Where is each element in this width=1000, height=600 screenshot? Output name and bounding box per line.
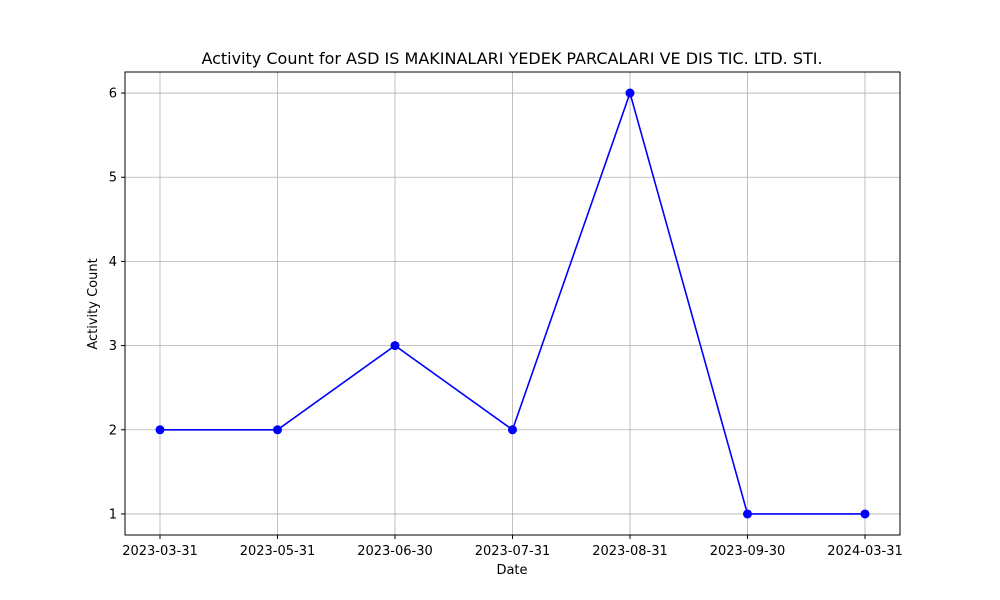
- y-axis-label: Activity Count: [86, 258, 101, 349]
- data-point: [390, 341, 400, 351]
- x-tick-label: 2023-05-31: [240, 544, 316, 559]
- grid-layer: [125, 72, 900, 535]
- series-layer: [155, 88, 870, 519]
- data-point: [625, 88, 635, 98]
- x-tick-label: 2023-03-31: [122, 544, 198, 559]
- x-tick-label: 2023-09-30: [710, 544, 786, 559]
- x-axis: 2023-03-31 2023-05-31 2023-06-30 2023-07-31…: [122, 535, 903, 559]
- data-point: [155, 425, 165, 435]
- x-tick-label: 2024-03-31: [827, 544, 903, 559]
- x-tick-label: 2023-08-31: [592, 544, 668, 559]
- y-tick-label: 3: [109, 339, 117, 354]
- y-tick-label: 2: [109, 423, 117, 438]
- x-tick-label: 2023-07-31: [475, 544, 551, 559]
- data-point: [508, 425, 517, 435]
- y-axis: 1 2 3 4 5 6: [109, 87, 125, 522]
- chart-title: Activity Count for ASD IS MAKINALARI YED…: [201, 49, 822, 68]
- data-point: [743, 509, 752, 519]
- y-tick-label: 6: [109, 87, 117, 102]
- data-point: [860, 509, 870, 519]
- y-tick-label: 1: [109, 507, 117, 522]
- data-point: [273, 425, 282, 435]
- x-tick-label: 2023-06-30: [357, 544, 433, 559]
- x-axis-label: Date: [496, 563, 527, 578]
- y-tick-label: 4: [109, 255, 117, 270]
- y-tick-label: 5: [109, 171, 117, 186]
